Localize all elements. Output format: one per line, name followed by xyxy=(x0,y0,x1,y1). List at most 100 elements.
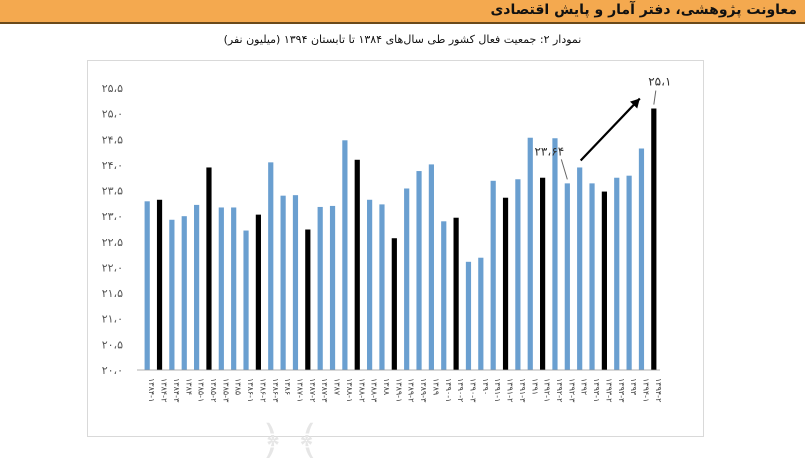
x-tick-label: ۱۳۹۲ xyxy=(580,378,589,395)
bar-quarterly xyxy=(218,207,224,370)
x-tick-label: ۱۳۹۲-۲ xyxy=(555,378,564,402)
bar-quarterly xyxy=(552,138,558,370)
bar-quarterly xyxy=(367,199,373,370)
x-tick-label: ۱۳۸۴-۳ xyxy=(172,378,181,403)
x-tick-label: ۱۳۹۱-۳ xyxy=(518,378,527,403)
x-tick-label: ۱۳۸۹-۱ xyxy=(394,378,403,402)
bar-quarterly xyxy=(317,206,323,370)
x-tick-label: ۱۳۸۸ xyxy=(382,378,391,396)
bar-annual xyxy=(391,238,397,370)
x-tick-label: ۱۳۹۲-۳ xyxy=(567,378,576,403)
bar-quarterly xyxy=(194,204,200,370)
x-tick-label: ۱۳۹۳-۱ xyxy=(592,378,601,402)
annotation-label: ۲۳،۶۴ xyxy=(534,144,564,158)
bar-quarterly xyxy=(490,180,496,370)
header-divider xyxy=(0,22,805,24)
bar-annual xyxy=(601,191,607,370)
header-band xyxy=(0,0,805,22)
bar-quarterly xyxy=(478,257,484,370)
annotation-label: ۲۵،۱ xyxy=(648,75,671,89)
bar-quarterly xyxy=(589,183,595,370)
bar-annual xyxy=(206,167,212,370)
bar-quarterly xyxy=(280,195,286,370)
bar-annual xyxy=(502,197,509,370)
x-tick-label: ۱۳۸۷-۲ xyxy=(308,378,317,402)
y-tick-label: ۲۰،۰ xyxy=(102,364,123,377)
x-tick-label: ۱۳۹۳ xyxy=(629,378,638,396)
x-tick-label: ۱۳۹۲-۱ xyxy=(543,378,552,402)
trend-arrow-line xyxy=(579,97,641,162)
trend-arrowhead xyxy=(629,98,640,109)
x-tick-label: ۱۳۹۴-۱ xyxy=(641,378,650,402)
x-tick-label: ۱۳۸۷-۳ xyxy=(320,378,329,403)
x-tick-label: ۱۳۹۰-۱ xyxy=(444,378,453,402)
x-tick-label: ۱۳۹۱-۲ xyxy=(506,378,515,402)
bar-quarterly xyxy=(169,219,175,370)
x-tick-label: ۱۳۸۷-۱ xyxy=(295,378,304,402)
x-tick-label: ۱۳۸۵-۳ xyxy=(221,378,230,403)
x-tick-label: ۱۳۸۴ xyxy=(184,378,193,395)
bar-quarterly xyxy=(577,167,583,370)
x-tick-label: ۱۳۸۸-۲ xyxy=(357,378,366,402)
bar-quarterly xyxy=(638,148,645,370)
bar-quarterly xyxy=(243,230,249,370)
bar-quarterly xyxy=(465,261,472,370)
bar-quarterly xyxy=(441,221,447,370)
x-tick-label: ۱۳۹۳-۲ xyxy=(604,378,613,402)
chart-caption: نمودار ۲: جمعیت فعال کشور طی سال‌های ۱۳۸… xyxy=(223,33,582,46)
x-tick-label: ۱۳۸۸-۳ xyxy=(370,378,379,403)
bar-quarterly xyxy=(268,162,274,370)
y-tick-label: ۲۰،۵ xyxy=(102,338,123,351)
bar-quarterly xyxy=(181,216,187,370)
x-tick-label: ۱۳۸۴-۲ xyxy=(160,378,169,402)
y-tick-label: ۲۴،۰ xyxy=(102,159,123,172)
x-tick-label: ۱۳۸۸-۱ xyxy=(345,378,354,402)
x-tick-label: ۱۳۹۱-۱ xyxy=(493,378,502,402)
x-tick-label: ۱۳۹۱ xyxy=(530,378,539,395)
y-tick-label: ۲۴،۵ xyxy=(102,133,123,146)
x-tick-label: ۱۳۸۵ xyxy=(234,378,243,395)
bar-quarterly xyxy=(564,183,570,370)
x-tick-label: ۱۳۸۹-۳ xyxy=(419,378,428,403)
bar-quarterly xyxy=(515,179,521,370)
y-tick-label: ۲۵،۰ xyxy=(102,108,123,121)
bar-quarterly xyxy=(292,195,299,370)
x-tick-label: ۱۳۸۵-۱ xyxy=(197,378,206,402)
y-tick-label: ۲۱،۵ xyxy=(102,287,123,300)
bar-quarterly xyxy=(404,188,410,370)
y-tick-label: ۲۲،۰ xyxy=(102,261,123,274)
y-tick-label: ۲۲،۵ xyxy=(102,236,123,249)
x-tick-label: ۱۳۸۷ xyxy=(333,378,342,396)
bar-annual xyxy=(540,177,546,370)
bar-annual xyxy=(156,199,163,370)
x-tick-label: ۱۳۹۰ xyxy=(481,378,490,395)
bar-quarterly xyxy=(416,171,422,370)
bar-quarterly xyxy=(527,137,533,370)
bar-quarterly xyxy=(231,207,237,370)
y-tick-label: ۲۱،۰ xyxy=(102,313,123,326)
watermark-logo: ﴿ ﴾ xyxy=(260,418,320,464)
y-tick-label: ۲۳،۵ xyxy=(102,185,123,198)
x-tick-label: ۱۳۸۹ xyxy=(431,378,440,395)
bar-annual xyxy=(305,229,311,370)
bar-quarterly xyxy=(329,205,336,370)
bar-quarterly xyxy=(342,140,348,370)
x-tick-label: ۱۳۸۶ xyxy=(283,378,292,395)
x-tick-label: ۱۳۹۰-۲ xyxy=(456,378,465,402)
annotation-pointer xyxy=(653,90,657,105)
x-tick-label: ۱۳۸۶-۱ xyxy=(246,378,255,402)
x-tick-label: ۱۳۸۶-۳ xyxy=(271,378,280,403)
bar-annual xyxy=(255,214,261,370)
y-tick-label: ۲۳،۰ xyxy=(102,210,123,223)
page-header-title: معاونت پژوهشی، دفتر آمار و پایش اقتصادی xyxy=(490,2,797,18)
bar-quarterly xyxy=(428,164,434,370)
bar-quarterly xyxy=(144,201,150,370)
x-tick-label: ۱۳۸۹-۲ xyxy=(407,378,416,402)
y-tick-label: ۲۵،۵ xyxy=(102,82,123,95)
x-tick-label: ۱۳۸۶-۲ xyxy=(258,378,267,402)
annotation-pointer xyxy=(560,159,568,180)
x-tick-label: ۱۳۹۰-۳ xyxy=(468,378,477,403)
x-tick-label: ۱۳۸۴-۱ xyxy=(147,378,156,402)
x-tick-label: ۱۳۸۵-۲ xyxy=(209,378,218,402)
